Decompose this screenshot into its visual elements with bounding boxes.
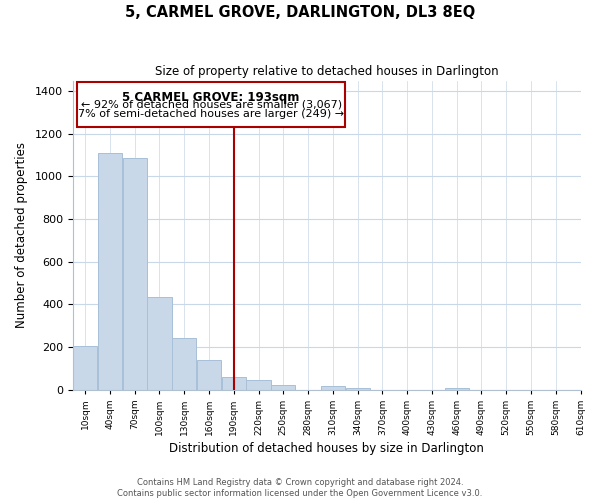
Bar bbox=[73, 346, 97, 390]
Bar bbox=[271, 386, 295, 390]
Y-axis label: Number of detached properties: Number of detached properties bbox=[15, 142, 28, 328]
Bar bbox=[222, 377, 246, 390]
Title: Size of property relative to detached houses in Darlington: Size of property relative to detached ho… bbox=[155, 65, 499, 78]
Text: Contains HM Land Registry data © Crown copyright and database right 2024.
Contai: Contains HM Land Registry data © Crown c… bbox=[118, 478, 482, 498]
Bar bbox=[197, 360, 221, 390]
Bar bbox=[321, 386, 345, 390]
Bar bbox=[148, 297, 172, 390]
Text: 7% of semi-detached houses are larger (249) →: 7% of semi-detached houses are larger (2… bbox=[78, 110, 344, 120]
Text: 5 CARMEL GROVE: 193sqm: 5 CARMEL GROVE: 193sqm bbox=[122, 91, 300, 104]
Text: 5, CARMEL GROVE, DARLINGTON, DL3 8EQ: 5, CARMEL GROVE, DARLINGTON, DL3 8EQ bbox=[125, 5, 475, 20]
FancyBboxPatch shape bbox=[77, 82, 345, 128]
Bar bbox=[445, 388, 469, 390]
Bar bbox=[247, 380, 271, 390]
Bar bbox=[172, 338, 196, 390]
Text: ← 92% of detached houses are smaller (3,067): ← 92% of detached houses are smaller (3,… bbox=[80, 100, 341, 110]
Bar bbox=[98, 153, 122, 390]
Bar bbox=[346, 388, 370, 390]
Bar bbox=[122, 158, 147, 390]
X-axis label: Distribution of detached houses by size in Darlington: Distribution of detached houses by size … bbox=[169, 442, 484, 455]
